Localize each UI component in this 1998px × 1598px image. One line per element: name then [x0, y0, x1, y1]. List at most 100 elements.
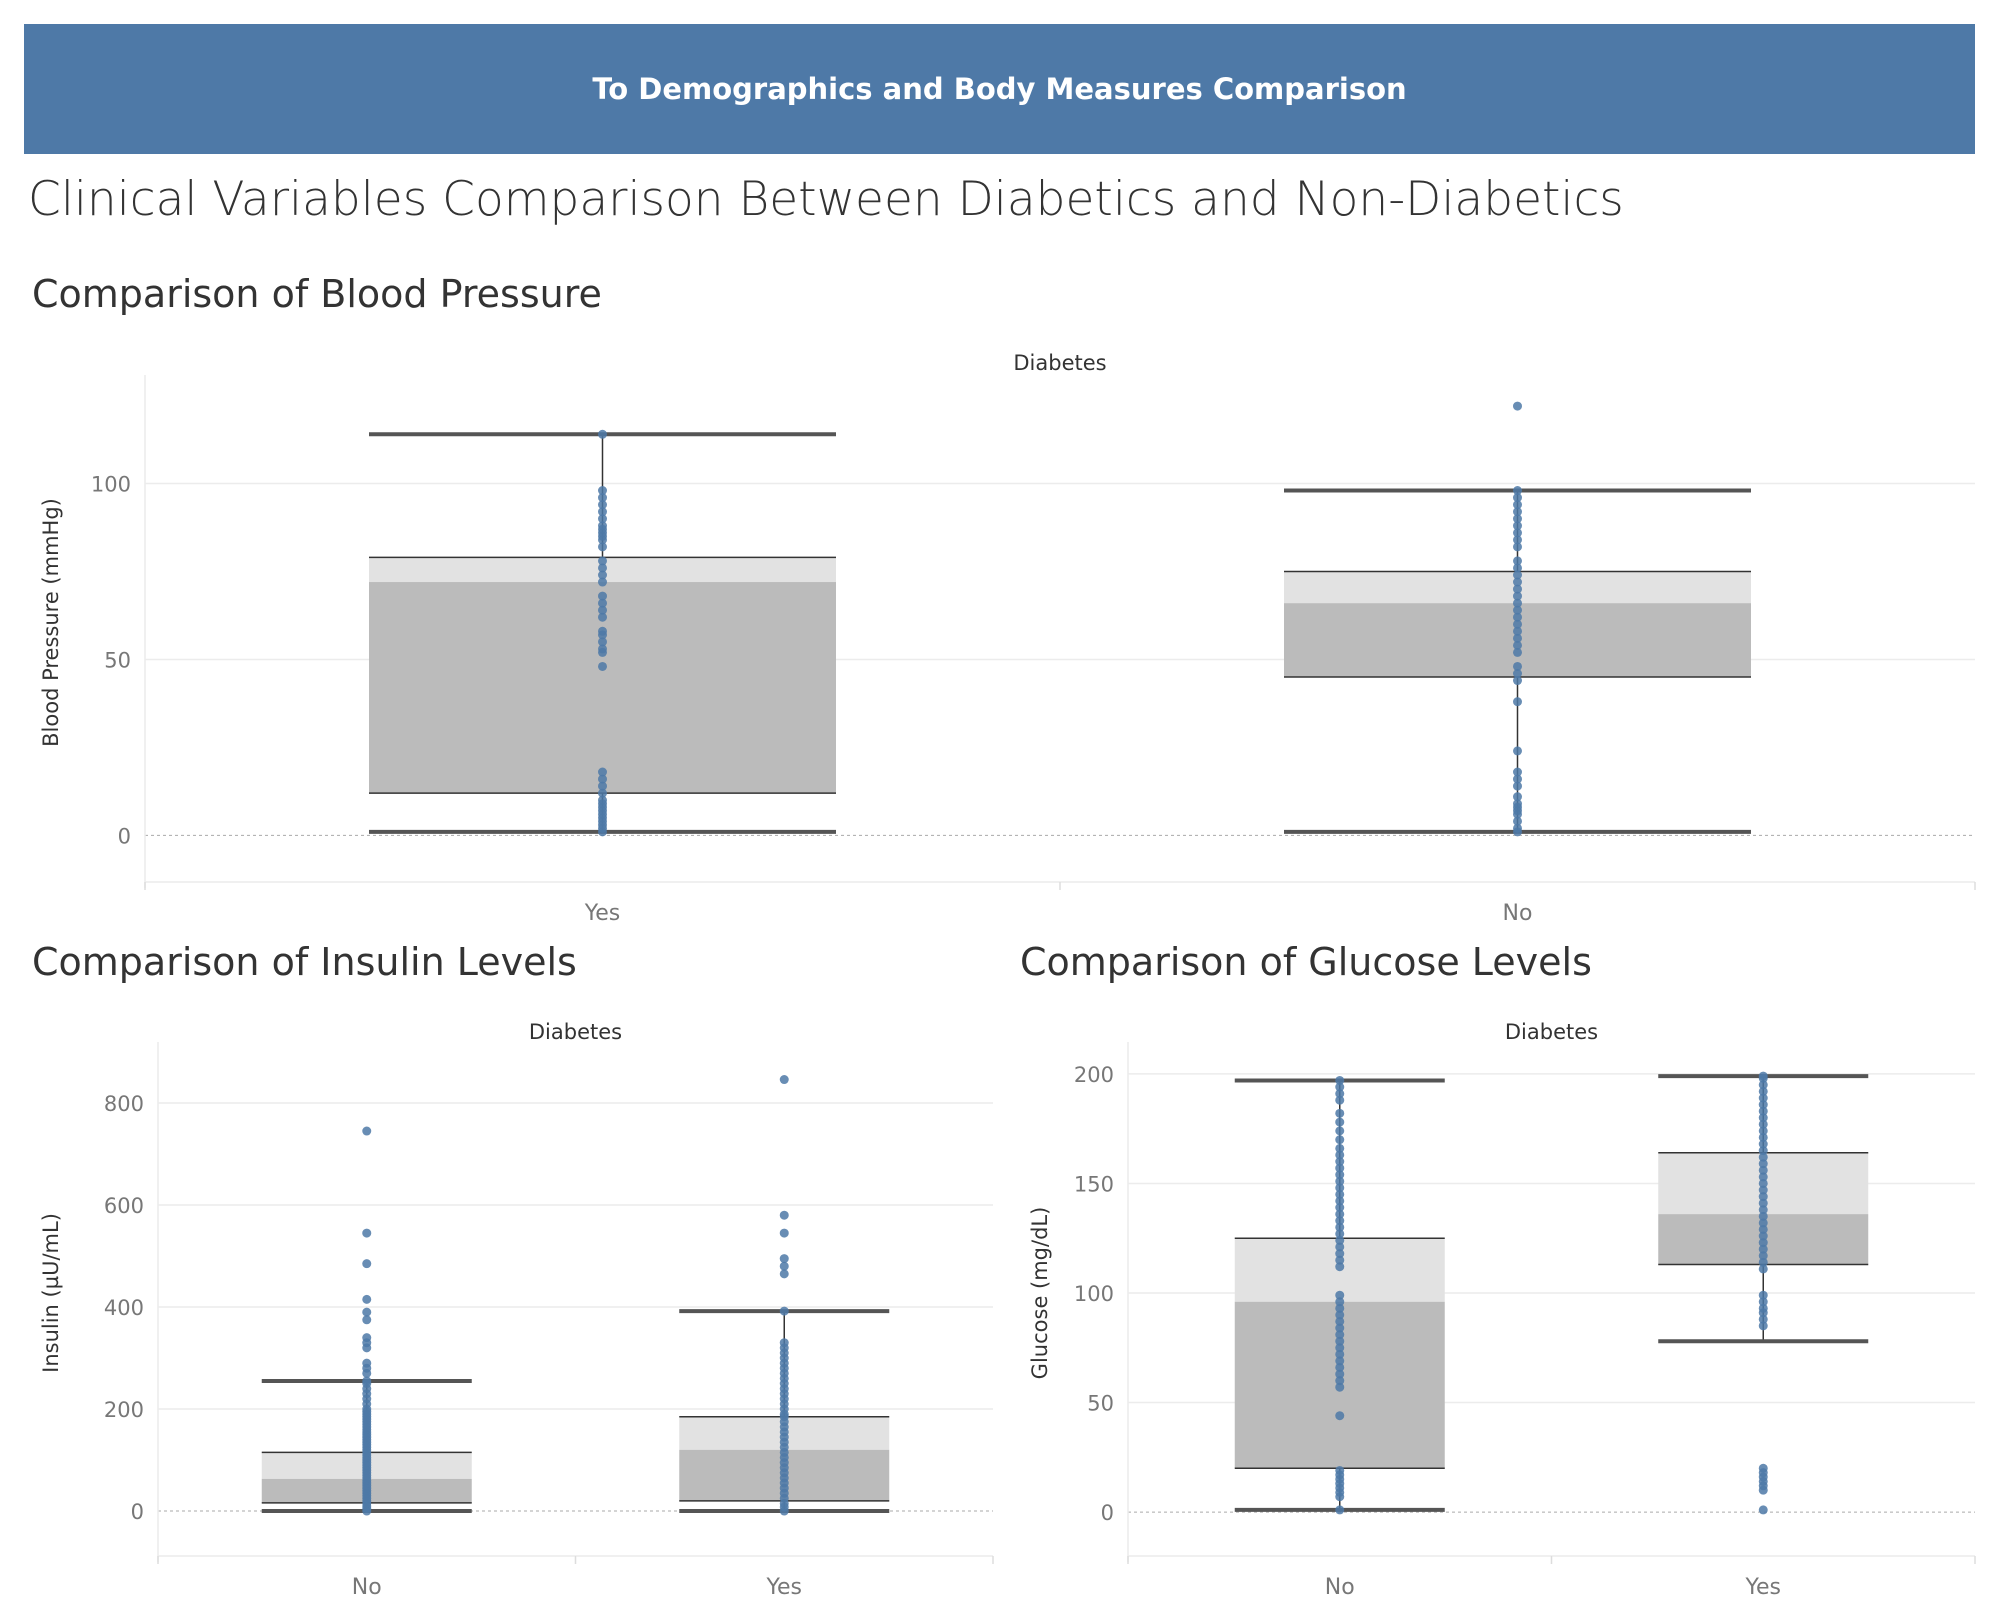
insulin-box-plot: Diabetes 0 200 400 600 800 Insulin (µU/mL) No Ye…	[39, 1020, 994, 1598]
data-point	[1758, 1244, 1768, 1254]
y-tick-label: 0	[1101, 1501, 1114, 1525]
data-point	[1758, 1165, 1768, 1175]
box-group-yes	[369, 429, 836, 837]
box-group-no	[1234, 1075, 1445, 1515]
data-point	[1335, 1376, 1345, 1386]
data-point	[1758, 1192, 1768, 1202]
data-point	[598, 626, 607, 636]
data-point	[779, 1338, 789, 1348]
data-point	[1513, 584, 1522, 594]
data-point	[598, 795, 607, 805]
blood-pressure-section-title: Comparison of Blood Pressure	[32, 272, 602, 316]
data-point	[1758, 1224, 1768, 1234]
data-point	[1758, 1321, 1768, 1331]
data-point	[1513, 507, 1522, 517]
data-point	[779, 1269, 789, 1279]
data-point	[1335, 1290, 1345, 1300]
data-point	[1335, 1255, 1345, 1265]
data-point	[1758, 1113, 1768, 1123]
data-point	[598, 563, 607, 573]
glucose-section-title: Comparison of Glucose Levels	[1020, 940, 1592, 984]
data-point	[1335, 1382, 1345, 1392]
x-category-label: Yes	[765, 1575, 802, 1598]
data-point	[1335, 1117, 1345, 1127]
data-point	[1335, 1330, 1345, 1340]
data-point	[1513, 486, 1522, 496]
y-tick-label: 400	[104, 1296, 144, 1320]
data-point	[598, 781, 607, 791]
data-point	[1513, 521, 1522, 531]
data-point	[1758, 1071, 1768, 1081]
data-point	[1513, 591, 1522, 601]
data-point	[1335, 1089, 1345, 1099]
data-point	[1513, 563, 1522, 573]
data-point	[1758, 1505, 1768, 1515]
data-point	[362, 1358, 372, 1368]
data-point	[1758, 1205, 1768, 1215]
data-point	[1758, 1119, 1768, 1129]
data-point	[1758, 1172, 1768, 1182]
y-tick-label: 600	[104, 1194, 144, 1218]
data-point	[1335, 1303, 1345, 1313]
data-point	[1335, 1411, 1345, 1421]
data-point	[1758, 1264, 1768, 1274]
y-tick-label: 100	[91, 473, 131, 497]
data-point	[1513, 577, 1522, 587]
data-point	[1335, 1465, 1345, 1475]
data-point	[362, 1307, 372, 1317]
y-axis-label: Blood Pressure (mmHg)	[39, 498, 63, 747]
data-point	[1513, 633, 1522, 643]
data-point	[1758, 1198, 1768, 1208]
data-point	[1335, 1150, 1345, 1160]
data-point	[598, 767, 607, 777]
data-point	[1758, 1152, 1768, 1162]
data-point	[1758, 1132, 1768, 1142]
data-point	[1758, 1303, 1768, 1313]
data-point	[598, 591, 607, 601]
data-point	[1335, 1242, 1345, 1252]
data-point	[598, 556, 607, 566]
box-group-no	[1284, 401, 1751, 837]
data-point	[1335, 1203, 1345, 1213]
data-point	[1513, 626, 1522, 636]
data-point	[1758, 1139, 1768, 1149]
data-point	[1335, 1362, 1345, 1372]
data-point	[1335, 1310, 1345, 1320]
data-point	[1513, 647, 1522, 657]
data-point	[1758, 1314, 1768, 1324]
data-point	[1335, 1369, 1345, 1379]
data-point	[779, 1254, 789, 1264]
data-point	[1513, 792, 1522, 802]
data-point	[1513, 767, 1522, 777]
data-point	[1335, 1176, 1345, 1186]
data-point	[779, 1306, 789, 1316]
box-group-no	[261, 1126, 472, 1516]
data-point	[1335, 1505, 1345, 1515]
data-point	[362, 1294, 372, 1304]
data-point	[598, 788, 607, 798]
data-point	[1335, 1349, 1345, 1359]
column-header: Diabetes	[1013, 351, 1106, 375]
data-point	[1758, 1086, 1768, 1096]
data-point	[1513, 676, 1522, 686]
y-tick-label: 50	[1087, 1392, 1114, 1416]
data-point	[598, 644, 607, 654]
nav-demographics-button[interactable]: To Demographics and Body Measures Compar…	[24, 24, 1975, 154]
data-point	[1513, 799, 1522, 809]
data-point	[1758, 1257, 1768, 1267]
y-axis-label: Insulin (µU/mL)	[39, 1213, 63, 1373]
data-point	[362, 1376, 372, 1386]
y-tick-label: 0	[131, 1500, 144, 1524]
column-header: Diabetes	[529, 1020, 622, 1044]
data-point	[1758, 1290, 1768, 1300]
data-point	[1335, 1183, 1345, 1193]
data-point	[1513, 528, 1522, 538]
data-point	[598, 570, 607, 580]
data-point	[598, 605, 607, 615]
data-point	[1513, 640, 1522, 650]
data-point	[598, 774, 607, 784]
data-point	[1758, 1146, 1768, 1156]
data-point	[1758, 1185, 1768, 1195]
data-point	[1335, 1316, 1345, 1326]
data-point	[1335, 1075, 1345, 1085]
